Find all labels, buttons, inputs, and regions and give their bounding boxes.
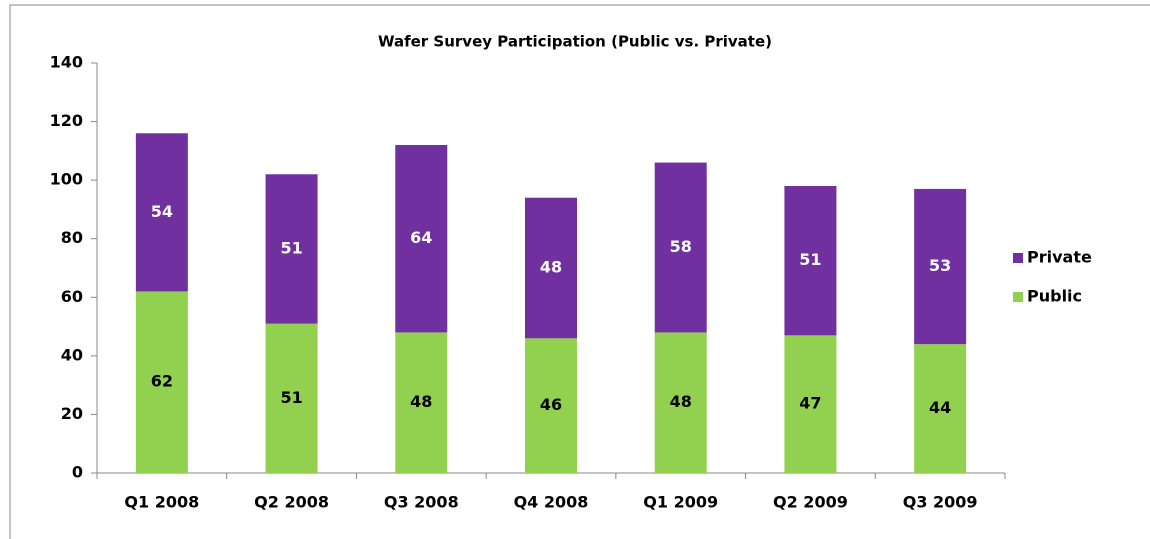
bar-segment	[395, 145, 448, 333]
bar-segment	[654, 162, 707, 333]
bar-segment	[784, 335, 837, 473]
x-tick-label: Q4 2008	[514, 493, 589, 512]
x-tick-label: Q3 2008	[384, 493, 459, 512]
chart-title: Wafer Survey Participation (Public vs. P…	[378, 33, 772, 51]
bar-segment	[525, 338, 577, 473]
legend-label: Public	[1027, 287, 1082, 306]
y-tick-label: 80	[61, 228, 83, 247]
data-label: 62	[151, 372, 173, 391]
y-tick-label: 120	[50, 111, 83, 130]
x-tick-label: Q1 2008	[124, 493, 199, 512]
legend-swatch	[1013, 253, 1023, 263]
data-label: 47	[799, 394, 821, 413]
data-label: 51	[799, 250, 821, 269]
y-tick-label: 60	[61, 287, 83, 306]
y-tick-label: 20	[61, 404, 83, 423]
x-tick-label: Q2 2009	[773, 493, 848, 512]
y-tick-label: 0	[72, 463, 83, 482]
bar-segment	[914, 344, 967, 473]
x-tick-label: Q3 2009	[903, 493, 978, 512]
bar-segment	[784, 186, 837, 336]
legend-swatch	[1013, 292, 1023, 302]
data-label: 53	[929, 256, 951, 275]
data-label: 54	[151, 202, 173, 221]
y-tick-label: 40	[61, 345, 83, 364]
data-label: 51	[280, 238, 302, 257]
y-tick-label: 140	[50, 53, 83, 72]
x-tick-label: Q2 2008	[254, 493, 329, 512]
bar-segment	[265, 323, 318, 473]
data-label: 48	[670, 392, 692, 411]
bar-segment	[135, 133, 188, 292]
data-label: 58	[670, 237, 692, 256]
bar-segment	[914, 188, 967, 345]
data-label: 48	[410, 392, 432, 411]
bar-segment	[525, 197, 577, 339]
bar-segment	[265, 174, 318, 324]
bar-segment	[654, 332, 707, 473]
data-label: 46	[540, 395, 562, 414]
x-tick-label: Q1 2009	[643, 493, 718, 512]
bar-segment	[135, 291, 188, 473]
data-label: 64	[410, 228, 432, 247]
chart-frame	[9, 4, 1150, 539]
data-label: 48	[540, 258, 562, 277]
bar-segment	[395, 332, 448, 473]
y-tick-label: 100	[50, 170, 83, 189]
data-label: 44	[929, 398, 951, 417]
data-label: 51	[280, 388, 302, 407]
legend-label: Private	[1027, 248, 1092, 267]
